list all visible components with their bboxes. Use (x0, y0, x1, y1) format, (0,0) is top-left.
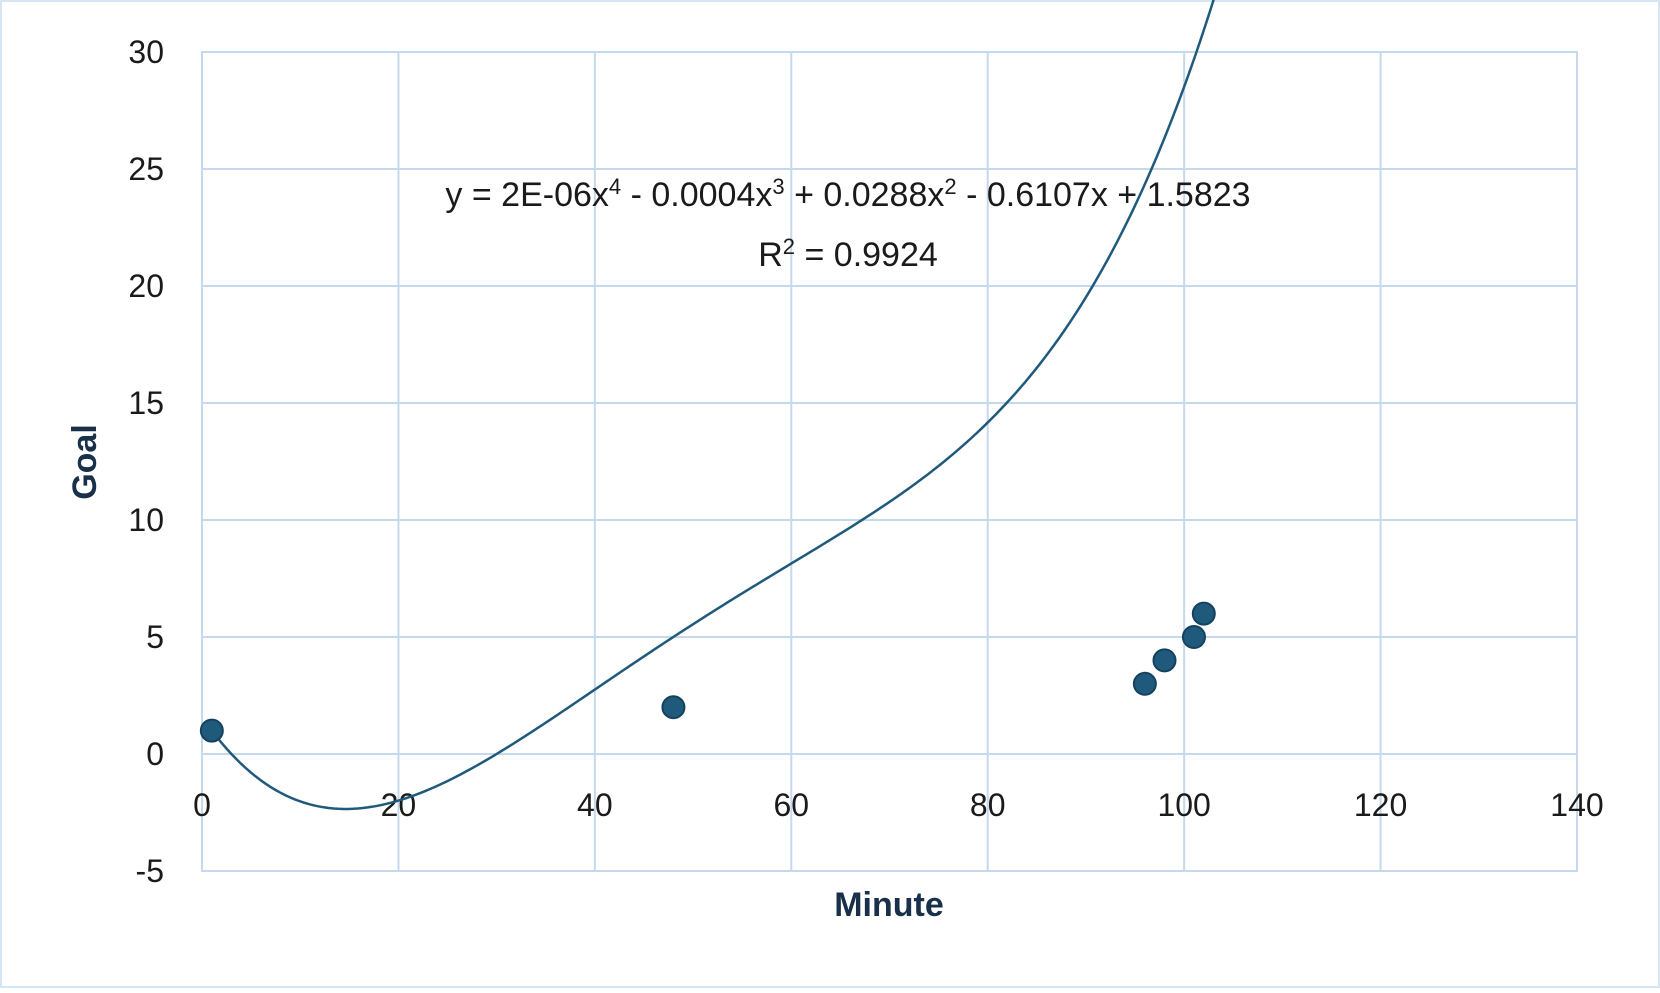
polynomial-trendline (210, 0, 1215, 811)
y-tick-label: 30 (128, 34, 164, 70)
trendline-group (210, 0, 1215, 811)
data-point (1132, 671, 1157, 696)
data-point (1181, 625, 1206, 649)
y-tick-label: 5 (146, 619, 164, 655)
data-point (661, 695, 686, 720)
x-tick-label: 0 (193, 787, 211, 823)
y-axis-title: Goal (66, 424, 104, 500)
y-tick-label: 10 (128, 502, 164, 538)
x-tick-label: 120 (1354, 787, 1407, 823)
y-tick-label: 15 (128, 385, 164, 421)
plot-area-border (201, 51, 1578, 872)
y-tick-label: -5 (136, 853, 164, 889)
y-tick-label: 20 (128, 268, 164, 304)
x-tick-label: 80 (970, 787, 1006, 823)
data-points (199, 601, 1216, 743)
data-point (1152, 648, 1177, 673)
data-point (199, 718, 224, 743)
trendline-equation: y = 2E-06x4 - 0.0004x3 + 0.0288x2 - 0.61… (445, 174, 1250, 214)
x-axis-title: Minute (834, 886, 944, 924)
x-tick-label: 60 (773, 787, 809, 823)
x-tick-label: 100 (1157, 787, 1210, 823)
x-tick-label: 40 (577, 787, 613, 823)
y-tick-label: 0 (146, 736, 164, 772)
y-tick-labels: 30 25 20 15 10 5 0 -5 (128, 34, 164, 889)
trendline-r-squared: R2 = 0.9924 (758, 234, 938, 274)
x-tick-label: 140 (1550, 787, 1603, 823)
grid-lines (201, 51, 1578, 872)
data-point (1191, 601, 1216, 626)
y-tick-label: 25 (128, 151, 164, 187)
